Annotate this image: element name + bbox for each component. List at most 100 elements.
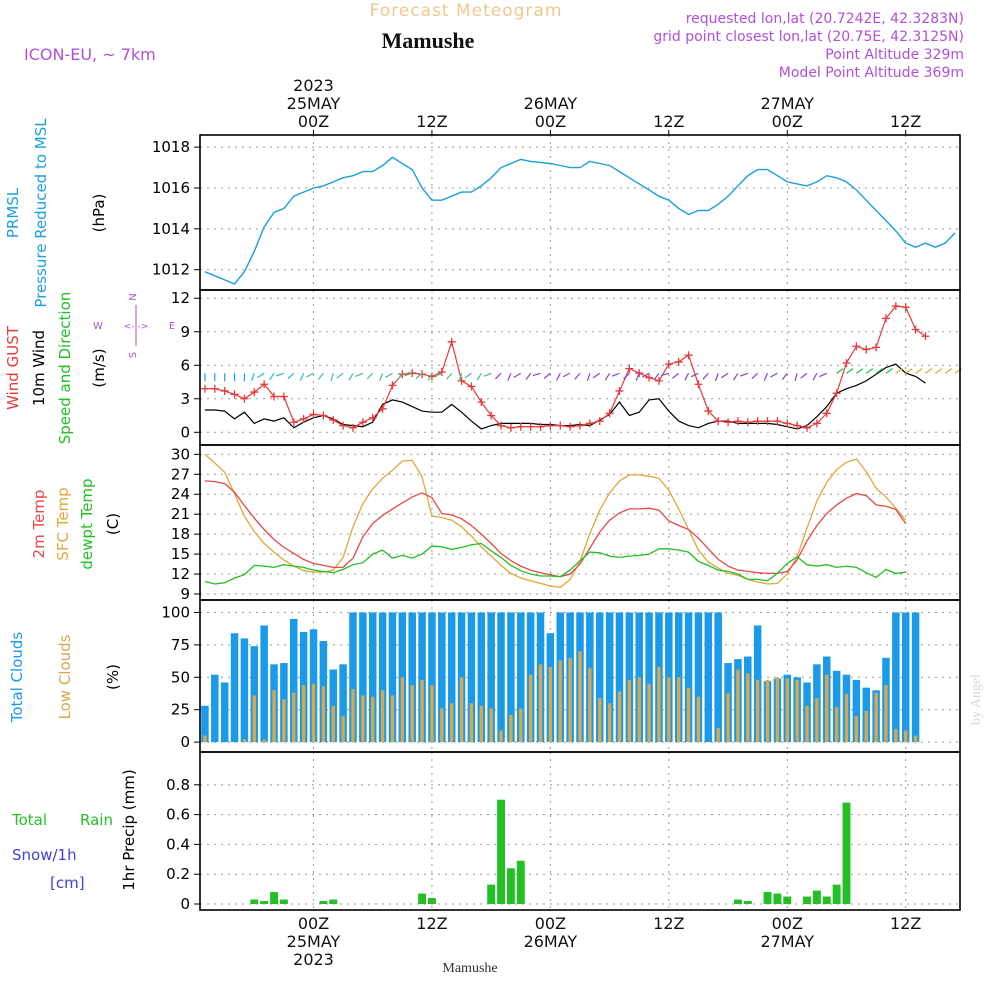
low-cloud-bar xyxy=(677,677,681,743)
temp2m-line xyxy=(204,480,907,578)
gust-marker xyxy=(566,422,575,431)
gust-marker xyxy=(526,422,535,431)
clouds-ytick-label: 75 xyxy=(171,636,190,654)
total-cloud-bar xyxy=(684,612,693,743)
total-cloud-bar xyxy=(694,612,703,743)
low-cloud-bar xyxy=(844,694,849,743)
clouds-ytick-label: 50 xyxy=(171,668,190,686)
gust-marker xyxy=(497,421,506,430)
total-cloud-bar xyxy=(477,612,486,743)
gust-label: Wind GUST xyxy=(4,325,22,410)
gust-marker xyxy=(230,390,239,399)
total-cloud-bar xyxy=(378,612,387,743)
gust-marker xyxy=(921,332,930,341)
sfc-temp-line xyxy=(204,453,907,588)
low-cloud-bar xyxy=(341,716,345,743)
wind-direction-arrow xyxy=(690,372,699,378)
time-label-top: 25MAY xyxy=(287,94,341,113)
total-cloud-bar xyxy=(517,612,525,743)
rain-bar xyxy=(842,802,851,904)
time-label-bottom: 12Z xyxy=(416,914,447,933)
low-cloud-bar xyxy=(361,695,365,743)
wind-direction-arrow xyxy=(925,368,933,374)
wind-direction-arrow xyxy=(733,372,739,381)
gust-marker xyxy=(585,419,594,428)
low-cloud-bar xyxy=(430,685,434,743)
gust-marker xyxy=(773,417,782,426)
wind-direction-arrow xyxy=(385,372,393,379)
total-cloud-bar xyxy=(625,612,634,743)
gust-marker xyxy=(783,419,792,428)
wind-direction-arrow xyxy=(740,372,748,377)
gust-marker xyxy=(733,417,742,426)
low-cloud-bar xyxy=(489,708,493,743)
time-label-bottom: 12Z xyxy=(890,914,921,933)
low-cloud-bar xyxy=(667,677,671,743)
low-cloud-bar xyxy=(371,696,375,743)
wind-direction-arrow xyxy=(317,372,324,380)
precip-ytick-label: 0.6 xyxy=(166,806,190,824)
snow-label: Snow/1h xyxy=(12,846,77,864)
low-cloud-bar xyxy=(538,664,543,743)
low-cloud-bar xyxy=(469,703,474,743)
gust-marker xyxy=(289,418,298,427)
low-cloud-bar xyxy=(627,679,632,743)
wind-direction-arrow xyxy=(355,372,364,377)
temperature-ytick-label: 30 xyxy=(171,445,190,463)
temperature-ytick-label: 15 xyxy=(171,545,190,563)
rain-bar xyxy=(279,899,288,904)
gust-marker xyxy=(378,404,387,413)
gust-marker xyxy=(220,386,229,395)
wind-direction-arrow xyxy=(836,368,844,374)
total-cloud-bar xyxy=(201,705,209,743)
total-cloud-bar xyxy=(901,612,910,743)
wind-direction-arrow xyxy=(556,372,561,381)
wind-direction-arrow xyxy=(397,372,403,381)
gust-marker xyxy=(457,376,466,385)
low-cloud-bar xyxy=(203,735,207,743)
gust-marker xyxy=(270,392,279,401)
time-label-top: 12Z xyxy=(890,112,921,131)
gust-marker xyxy=(516,422,525,431)
precip-unit-label: 1hr Precip (mm) xyxy=(120,769,138,890)
wind-direction-arrow xyxy=(434,372,443,378)
gust-marker xyxy=(654,376,663,385)
wind-direction-arrow xyxy=(592,372,601,379)
gust-marker xyxy=(852,342,861,351)
low-cloud-bar xyxy=(716,727,720,743)
total-cloud-bar xyxy=(892,612,900,743)
low-cloud-bar xyxy=(834,707,839,743)
low-cloud-bar xyxy=(450,703,454,743)
location-title: Mamushe xyxy=(382,28,475,53)
chart-title: Forecast Meteogram xyxy=(370,1,563,21)
time-label-bottom: 00Z xyxy=(298,914,329,933)
rain-bar xyxy=(487,884,496,904)
gust-marker xyxy=(576,421,584,430)
gust-marker xyxy=(250,388,259,397)
wind-direction-arrow xyxy=(379,373,384,381)
low-cloud-bar xyxy=(578,651,582,743)
gust-marker xyxy=(872,343,881,352)
low-cloud-bar xyxy=(647,683,651,743)
precip-panel-labels: Total Rain Snow/1h [cm] 1hr Precip (mm) xyxy=(11,769,138,892)
rain-bar xyxy=(506,868,515,904)
wind-direction-arrow xyxy=(794,373,798,382)
low-cloud-bar xyxy=(637,677,641,743)
gust-marker xyxy=(881,314,890,323)
model-altitude: Model Point Altitude 369m xyxy=(779,65,964,81)
total-label: Total xyxy=(11,811,47,829)
gust-marker xyxy=(368,413,377,422)
wind-direction-arrow xyxy=(623,372,630,380)
low-cloud-bar xyxy=(657,666,661,743)
wind-unit-label: (m/s) xyxy=(90,348,108,387)
wind-direction-arrow xyxy=(781,372,788,380)
total-cloud-bar xyxy=(388,612,397,743)
gust-marker xyxy=(753,417,762,426)
total-cloud-bar xyxy=(605,612,614,743)
low-cloud-bar xyxy=(282,699,286,743)
low-cloud-bar xyxy=(686,687,691,743)
compass-rose: <-|-> W E N S xyxy=(93,293,175,358)
total-cloud-bar xyxy=(487,612,495,743)
total-cloud-bar xyxy=(852,679,861,743)
low-cloud-bar xyxy=(390,695,395,743)
